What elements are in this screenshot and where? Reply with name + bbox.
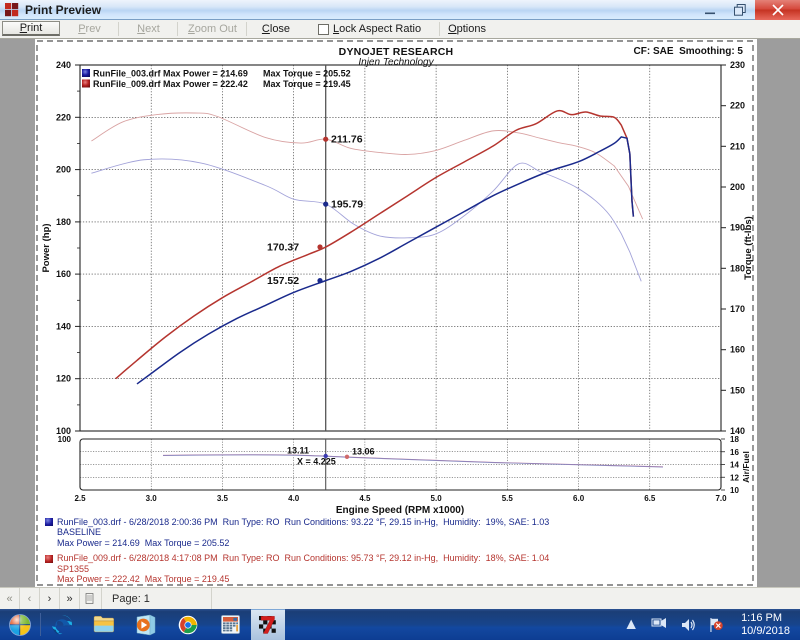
svg-text:220: 220 (56, 112, 71, 122)
svg-text:230: 230 (730, 60, 745, 70)
svg-text:170: 170 (730, 304, 745, 314)
svg-text:Power (hp): Power (hp) (41, 223, 52, 272)
svg-text:13.11: 13.11 (287, 446, 309, 456)
svg-text:240: 240 (56, 60, 71, 70)
svg-text:200: 200 (56, 165, 71, 175)
svg-text:14: 14 (730, 461, 739, 470)
svg-text:RunFile_009.drf Max Power = 22: RunFile_009.drf Max Power = 222.42 (93, 79, 248, 89)
svg-text:4.0: 4.0 (288, 494, 300, 503)
svg-text:3.5: 3.5 (217, 494, 229, 503)
svg-text:Engine Speed (RPM x1000): Engine Speed (RPM x1000) (336, 505, 464, 516)
svg-text:18: 18 (730, 435, 739, 444)
svg-text:160: 160 (56, 269, 71, 279)
svg-text:Air/Fuel: Air/Fuel (741, 451, 751, 483)
svg-text:150: 150 (730, 385, 745, 395)
svg-text:12: 12 (730, 473, 739, 482)
svg-text:RunFile_003.drf Max Power = 21: RunFile_003.drf Max Power = 214.69 (93, 69, 248, 79)
svg-text:5.0: 5.0 (431, 494, 443, 503)
svg-text:120: 120 (56, 374, 71, 384)
svg-text:Torque (ft-lbs): Torque (ft-lbs) (743, 216, 754, 280)
svg-text:2.5: 2.5 (74, 494, 86, 503)
svg-text:200: 200 (730, 182, 745, 192)
svg-text:170.37: 170.37 (267, 241, 299, 253)
svg-text:211.76: 211.76 (331, 134, 363, 146)
svg-text:100: 100 (58, 435, 72, 444)
svg-text:195.79: 195.79 (331, 199, 363, 211)
svg-text:10: 10 (730, 486, 739, 495)
svg-text:X = 4.225: X = 4.225 (297, 457, 336, 467)
svg-text:7.0: 7.0 (715, 494, 727, 503)
svg-text:180: 180 (56, 217, 71, 227)
svg-text:4.5: 4.5 (359, 494, 371, 503)
svg-text:16: 16 (730, 448, 739, 457)
svg-text:Max Torque = 219.45: Max Torque = 219.45 (263, 79, 351, 89)
svg-text:3.0: 3.0 (146, 494, 158, 503)
svg-text:6.0: 6.0 (573, 494, 585, 503)
svg-text:160: 160 (730, 345, 745, 355)
svg-text:13.06: 13.06 (352, 446, 375, 456)
svg-text:6.5: 6.5 (644, 494, 656, 503)
svg-text:140: 140 (56, 321, 71, 331)
svg-text:157.52: 157.52 (267, 275, 299, 287)
svg-text:Max Torque = 205.52: Max Torque = 205.52 (263, 69, 351, 79)
svg-text:220: 220 (730, 101, 745, 111)
svg-text:5.5: 5.5 (502, 494, 514, 503)
svg-text:210: 210 (730, 141, 745, 151)
